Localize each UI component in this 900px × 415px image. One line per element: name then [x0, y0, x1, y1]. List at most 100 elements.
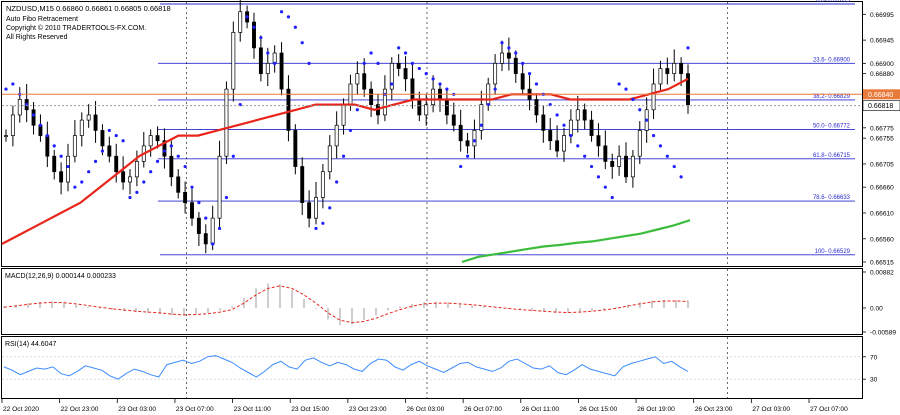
candle-body — [396, 62, 401, 69]
candle-body — [66, 155, 70, 183]
sar-dot — [348, 128, 353, 133]
sar-dot — [493, 87, 497, 91]
sar-dot — [45, 133, 49, 138]
candle-body — [183, 191, 188, 204]
candle-body — [451, 114, 456, 126]
sar-dot — [162, 149, 167, 153]
price-pane[interactable]: 0.0- 0.67015 23.6- 0.66900 38.2- 0.66829 50… — [1, 0, 863, 267]
fibo-label: 50.0- 0.66772 — [813, 123, 851, 129]
current-price-tag-box — [863, 89, 900, 100]
time-label: 26 Oct 19:00 — [637, 406, 675, 413]
sar-dot — [445, 87, 449, 91]
sar-dot — [665, 154, 669, 158]
current-price-tag-label: 0.66840 — [868, 92, 893, 99]
candle-body — [196, 217, 201, 234]
bid-price-tag: 0.66818 — [862, 100, 900, 111]
sar-dot — [114, 133, 118, 138]
candle-body — [651, 83, 656, 111]
sar-dot — [417, 66, 421, 71]
candle-body — [369, 88, 374, 105]
time-label: 27 Oct 03:00 — [752, 406, 790, 413]
sar-dot — [155, 159, 160, 163]
price-tick-label: 0.66515 — [870, 260, 894, 267]
time-label: 26 Oct 07:00 — [464, 406, 502, 413]
sar-dot — [52, 144, 56, 148]
sar-dot — [362, 61, 366, 65]
price-pane-frame — [1, 1, 863, 267]
sar-dot — [355, 108, 359, 112]
fibo-label: 78.6- 0.66633 — [813, 195, 851, 201]
candle-body — [203, 233, 208, 245]
candles — [4, 0, 690, 254]
sar-dot — [672, 164, 676, 169]
price-tick-label: 0.66945 — [870, 38, 894, 45]
time-label: 26 Oct 15:00 — [579, 406, 617, 413]
indicator-name: Auto Fibo Retracement — [6, 16, 78, 23]
sar-dot — [59, 154, 63, 158]
candle-body — [562, 135, 566, 152]
price-tick-label: 0.66775 — [870, 125, 894, 132]
candle-body — [10, 114, 15, 136]
sar-dot — [273, 61, 277, 65]
sar-dot — [300, 41, 304, 45]
price-tick-label: 0.66755 — [870, 136, 894, 143]
candle-body — [279, 52, 284, 90]
sar-dot — [4, 87, 8, 91]
candle-body — [431, 88, 436, 105]
time-label: 23 Oct 11:00 — [234, 406, 272, 413]
candle-body — [86, 114, 91, 121]
candle-body — [355, 73, 360, 85]
sar-dot — [169, 144, 173, 148]
sar-dot — [211, 242, 215, 246]
sar-dot — [679, 175, 683, 179]
bid-price-tag-box — [862, 100, 900, 111]
sar-dot — [80, 180, 84, 184]
candle-body — [190, 202, 194, 219]
price-axis: 0.66995 0.66945 0.66900 0.66880 0.66775 0.667… — [862, 12, 894, 267]
candle-body — [603, 145, 608, 162]
price-tick-label: 0.66900 — [870, 61, 894, 68]
candle-body — [575, 109, 580, 121]
macd-pane-frame — [1, 268, 863, 335]
candle-body — [286, 88, 291, 131]
candle-body — [424, 104, 429, 116]
candle-body — [258, 47, 263, 75]
candle-body — [252, 21, 256, 49]
sar-dot — [631, 97, 635, 102]
sar-dot — [438, 82, 442, 86]
candle-body — [589, 119, 594, 136]
candle-body — [217, 155, 222, 219]
sar-dot — [307, 61, 311, 65]
price-tick-label: 0.66560 — [870, 236, 894, 243]
sar-dot — [107, 128, 111, 133]
candle-body — [596, 135, 601, 147]
rsi-tick-label: 30 — [870, 377, 878, 384]
macd-axis: 0.00882 0.00 -0.00589 — [862, 270, 896, 337]
candle-body — [45, 135, 50, 157]
fibo-label: 0.0- 0.67015 — [816, 0, 850, 4]
sar-dot — [527, 72, 532, 76]
macd-pane[interactable]: MACD(12,26,9) 0.000144 0.000233 — [1, 268, 863, 335]
sar-dot — [390, 82, 394, 86]
sar-dot — [100, 149, 105, 153]
candle-body — [210, 217, 215, 245]
candle-body — [169, 155, 174, 178]
sar-dot — [403, 51, 408, 55]
sar-dot — [286, 15, 291, 19]
candle-body — [31, 109, 36, 126]
time-label: 26 Oct 11:00 — [522, 406, 560, 413]
sar-dot — [197, 201, 201, 205]
sar-dot — [369, 51, 373, 55]
sar-dot — [135, 190, 139, 194]
candle-body — [72, 135, 77, 157]
parabolic-sar-dots — [4, 10, 690, 246]
candle-body — [231, 32, 236, 90]
fibo-label: 38.2- 0.66829 — [813, 94, 851, 100]
sar-dot — [252, 25, 256, 29]
sar-dot — [397, 46, 401, 50]
candle-body — [93, 114, 98, 131]
time-label: 23 Oct 15:00 — [291, 406, 329, 413]
rsi-pane[interactable]: RSI(14) 44.6047 — [1, 336, 863, 399]
candle-body — [79, 119, 84, 136]
